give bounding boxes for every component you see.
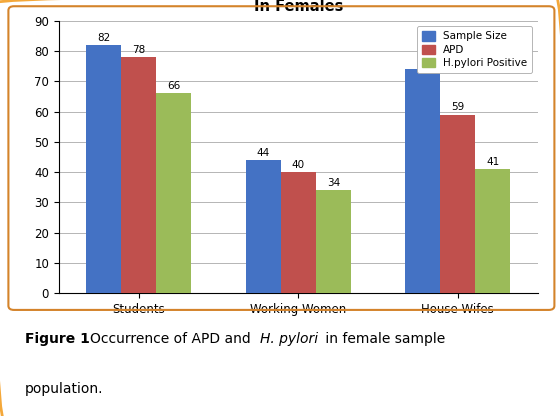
Text: 66: 66 (167, 81, 180, 91)
Bar (156, 94, 192, 293)
Text: population.: population. (25, 382, 104, 396)
Text: Figure 1: Figure 1 (25, 332, 95, 346)
Text: 44: 44 (256, 148, 270, 158)
Bar (405, 69, 440, 293)
Bar (475, 169, 511, 293)
Text: H. pylori: H. pylori (260, 332, 319, 346)
Bar (121, 57, 156, 293)
Text: 34: 34 (326, 178, 340, 188)
Text: in female sample: in female sample (321, 332, 445, 346)
Text: Occurrence of APD and: Occurrence of APD and (90, 332, 255, 346)
Text: 40: 40 (292, 160, 305, 170)
Title: Sample Population, APD and H. pylori Incidence
In Females: Sample Population, APD and H. pylori Inc… (100, 0, 496, 14)
Legend: Sample Size, APD, H.pylori Positive: Sample Size, APD, H.pylori Positive (417, 26, 533, 73)
Bar (245, 160, 281, 293)
Text: 59: 59 (451, 102, 464, 112)
Bar (86, 45, 121, 293)
Text: 82: 82 (97, 32, 110, 42)
Text: 74: 74 (416, 57, 430, 67)
Bar (316, 191, 351, 293)
Text: 41: 41 (486, 157, 500, 167)
Bar (440, 115, 475, 293)
Bar (281, 172, 316, 293)
Text: 78: 78 (132, 45, 145, 55)
